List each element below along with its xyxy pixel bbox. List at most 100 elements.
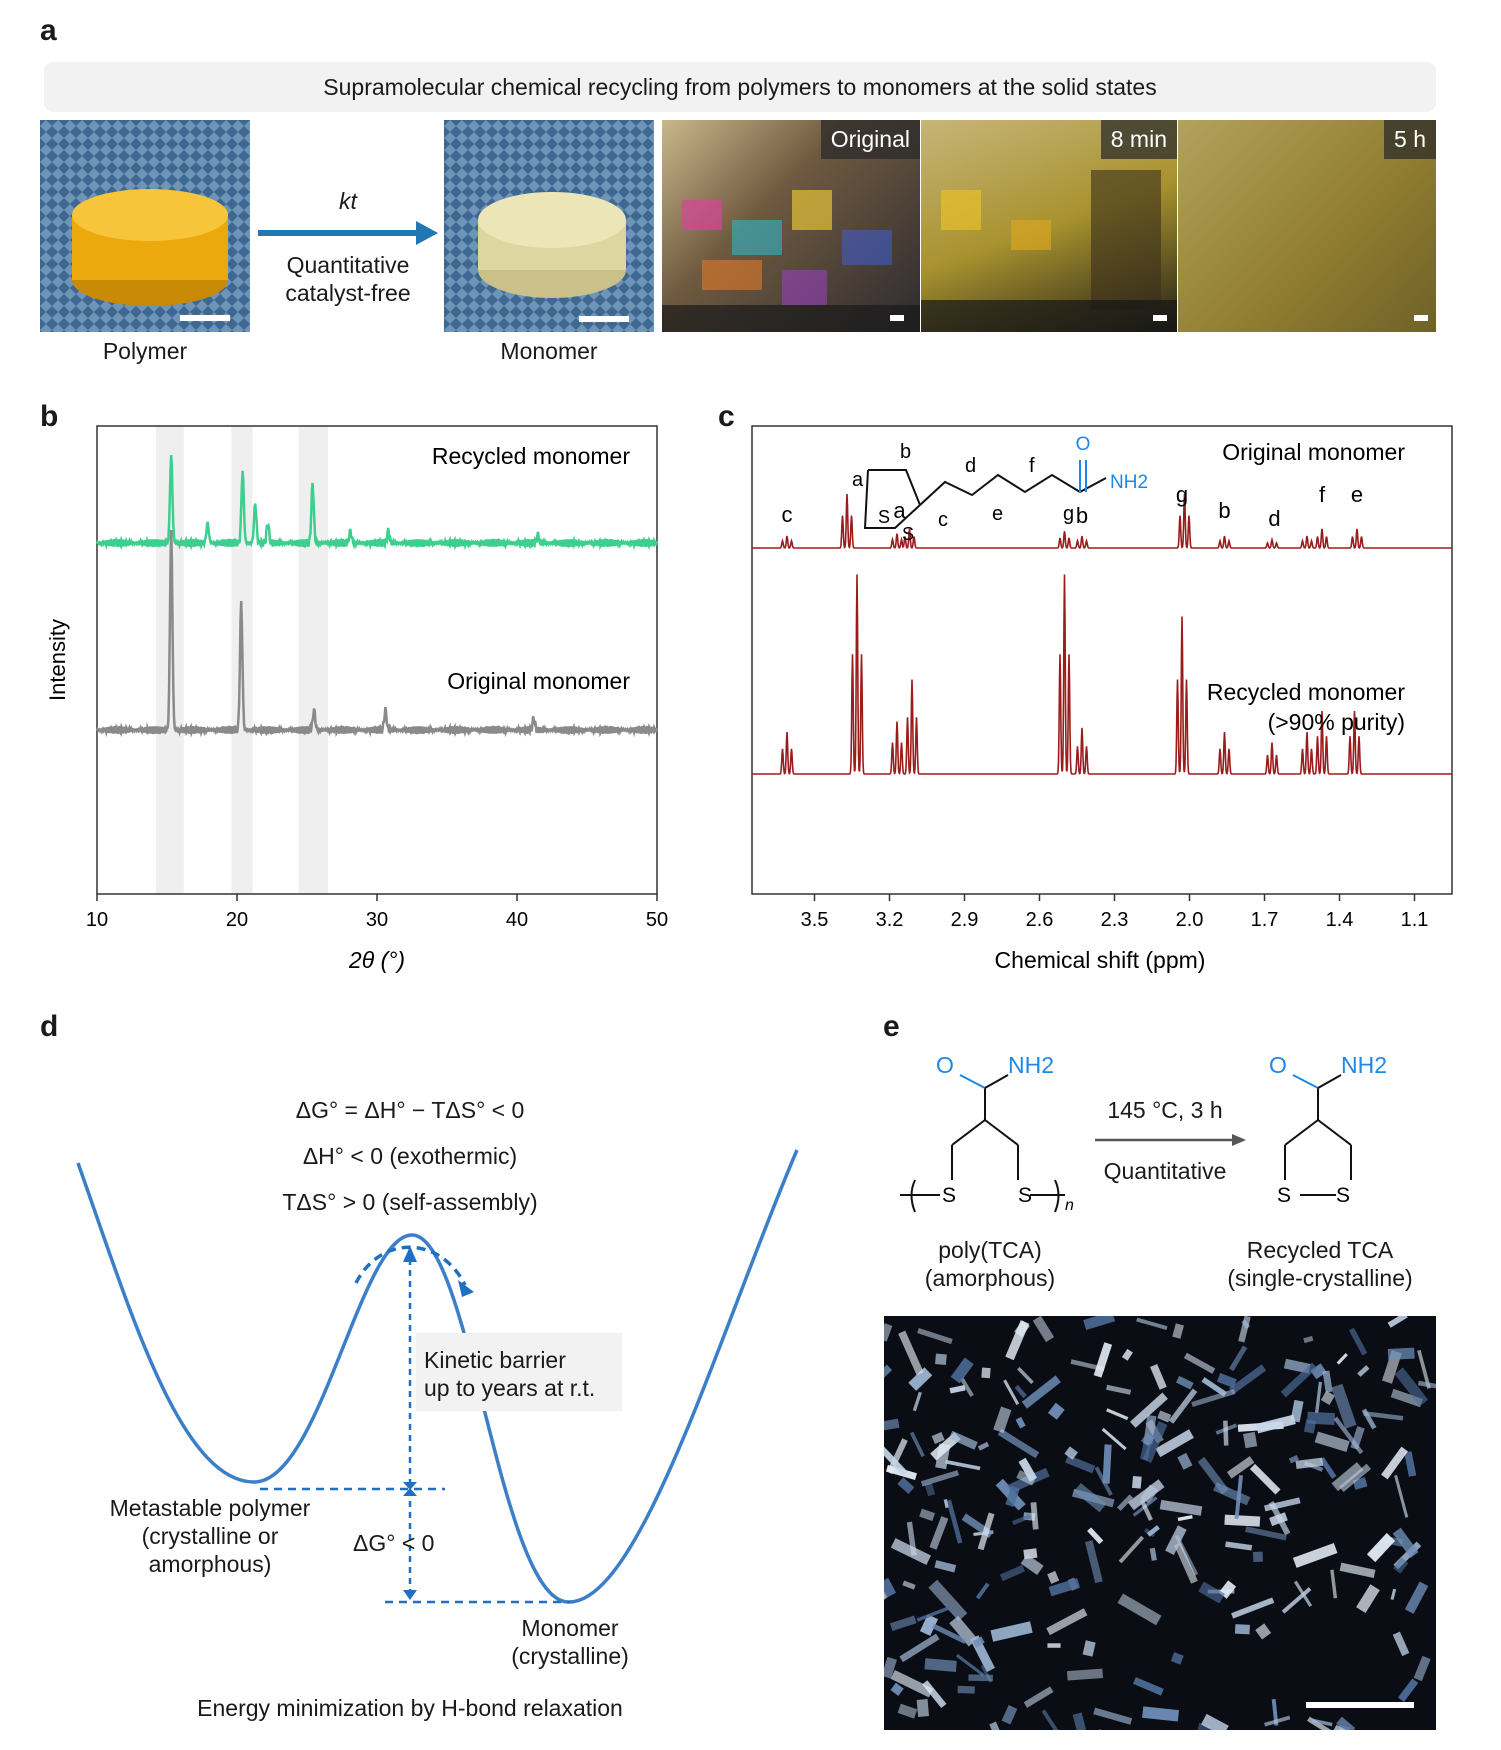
crystal-shard [929, 1516, 949, 1550]
crystal-shard [1363, 1411, 1404, 1421]
crystal-shard [1047, 1643, 1061, 1648]
crystal-shard [949, 1615, 978, 1647]
crystal-shard [890, 1682, 904, 1696]
metastable-label-1: Metastable polymer [109, 1495, 311, 1521]
crystal-shard [1146, 1525, 1160, 1537]
nmr-peak-label-0: c [782, 502, 793, 527]
crystal-shard [1018, 1457, 1038, 1482]
nmr-xtick-3: 2.6 [1026, 909, 1054, 931]
tca-nh2: NH2 [1341, 1052, 1387, 1078]
crystal-shard [1198, 1581, 1225, 1604]
crystal-shard [1102, 1444, 1112, 1484]
crystal-shard [949, 1430, 978, 1450]
crystal-shard [1331, 1462, 1364, 1492]
crystal-shard [1140, 1432, 1155, 1447]
xrd-xtick-2: 30 [366, 909, 388, 931]
crystal-shard [1216, 1373, 1237, 1388]
crystal-shard [1149, 1547, 1157, 1561]
crystal-shard [1065, 1455, 1096, 1474]
crystal-shard [1175, 1375, 1194, 1390]
poly-tca-label-2: (amorphous) [924, 1265, 1056, 1291]
crystal-shard [1404, 1451, 1417, 1477]
crystal-shard [1177, 1452, 1193, 1470]
crystal-shard [1087, 1527, 1104, 1545]
crystal-shard [990, 1621, 1033, 1642]
crystal-shard [968, 1674, 993, 1682]
crystal-shard [1243, 1431, 1258, 1449]
panel-label-c: c [718, 400, 735, 433]
crystal-shard [1366, 1533, 1396, 1563]
xrd-original-label: Original monomer [447, 668, 630, 694]
crystal-shard [959, 1377, 974, 1397]
crystal-shard [1390, 1388, 1423, 1408]
xrd-xtick-1: 20 [226, 909, 248, 931]
crystal-shard [1331, 1383, 1357, 1429]
crystal-shard [924, 1482, 936, 1497]
panel-label-b: b [40, 400, 59, 433]
nmr-recycled-label-2: (>90% purity) [1268, 709, 1405, 735]
eq-gibbs: ΔG° = ΔH° − TΔS° < 0 [295, 1097, 525, 1123]
crystal-micrograph [884, 1316, 1436, 1730]
crystal-shard [1046, 1608, 1088, 1636]
monomer-min-label-2: (crystalline) [511, 1643, 629, 1669]
crystal-shard [1310, 1363, 1327, 1380]
crystal-shard [1106, 1384, 1132, 1395]
arrow-bottom-2: catalyst-free [285, 280, 411, 306]
crystal-shard [1397, 1678, 1419, 1702]
crystal-shard [1101, 1427, 1127, 1451]
monomer-min-label-1: Monomer [521, 1615, 619, 1641]
crystal-shard [1168, 1388, 1198, 1424]
crystal-shard [1311, 1718, 1333, 1727]
crystal-shard [1264, 1715, 1291, 1727]
arrow-bottom-1: Quantitative [286, 252, 410, 278]
crystal-shard [1201, 1377, 1227, 1397]
delta-g-label: ΔG° < 0 [353, 1530, 435, 1556]
monomer-caption: Monomer [500, 338, 598, 364]
monomer-photo [444, 120, 654, 332]
crystal-shard [1093, 1342, 1113, 1378]
nmr-chart: 3.5 3.2 2.9 2.6 2.3 2.0 1.7 1.4 1.1 c a bgb df e Che… [751, 425, 1453, 973]
crystal-shard [1003, 1379, 1020, 1405]
micrograph-8min: 8 min [921, 120, 1177, 332]
crystal-shard [1131, 1476, 1142, 1489]
nmr-peak-label-1: a [893, 498, 906, 523]
crystal-shard [945, 1459, 981, 1471]
crystal-shard [1245, 1526, 1287, 1541]
crystal-shard [946, 1499, 963, 1544]
struct-oxygen: O [1076, 434, 1091, 455]
crystal-shard [949, 1384, 966, 1394]
tca-s-right: S [1336, 1184, 1350, 1207]
nmr-peak-label-5: d [1268, 506, 1280, 531]
crystal-shard [1320, 1390, 1335, 1405]
xrd-series-0 [95, 454, 659, 551]
nmr-original-label: Original monomer [1222, 439, 1405, 465]
reaction-arrow [258, 221, 438, 245]
struct-nh2: NH2 [1110, 472, 1148, 493]
crystal-shard [1021, 1375, 1061, 1409]
recycled-tca-label-2: (single-crystalline) [1227, 1265, 1413, 1291]
metastable-label-3: amorphous) [148, 1551, 272, 1577]
poly-oxygen: O [936, 1052, 954, 1078]
micrograph-tag-5h: 5 h [1384, 120, 1436, 159]
crystal-shard [1064, 1446, 1079, 1460]
crystal-shard [1197, 1456, 1229, 1495]
polymer-photo [40, 120, 250, 332]
xrd-xtick-0: 10 [86, 909, 108, 931]
crystal-shard [1118, 1535, 1145, 1564]
crystal-shard [1234, 1475, 1244, 1519]
crystal-shard [1174, 1542, 1198, 1584]
crystal-shard [1032, 1316, 1055, 1343]
crystal-shard [1155, 1429, 1194, 1458]
crystal-shard [1083, 1316, 1116, 1331]
crystal-shard [1082, 1640, 1096, 1657]
crystal-shard [1170, 1652, 1184, 1665]
crystal-shard [1048, 1578, 1081, 1597]
crystal-shard [1228, 1364, 1267, 1395]
crystal-shard [1030, 1502, 1039, 1530]
crystal-shard [890, 1615, 917, 1631]
struct-s2: S [902, 524, 914, 544]
crystal-shard [1023, 1686, 1054, 1708]
crystal-shard [1249, 1463, 1281, 1495]
crystal-shard [919, 1508, 936, 1522]
crystal-shard [943, 1499, 949, 1509]
